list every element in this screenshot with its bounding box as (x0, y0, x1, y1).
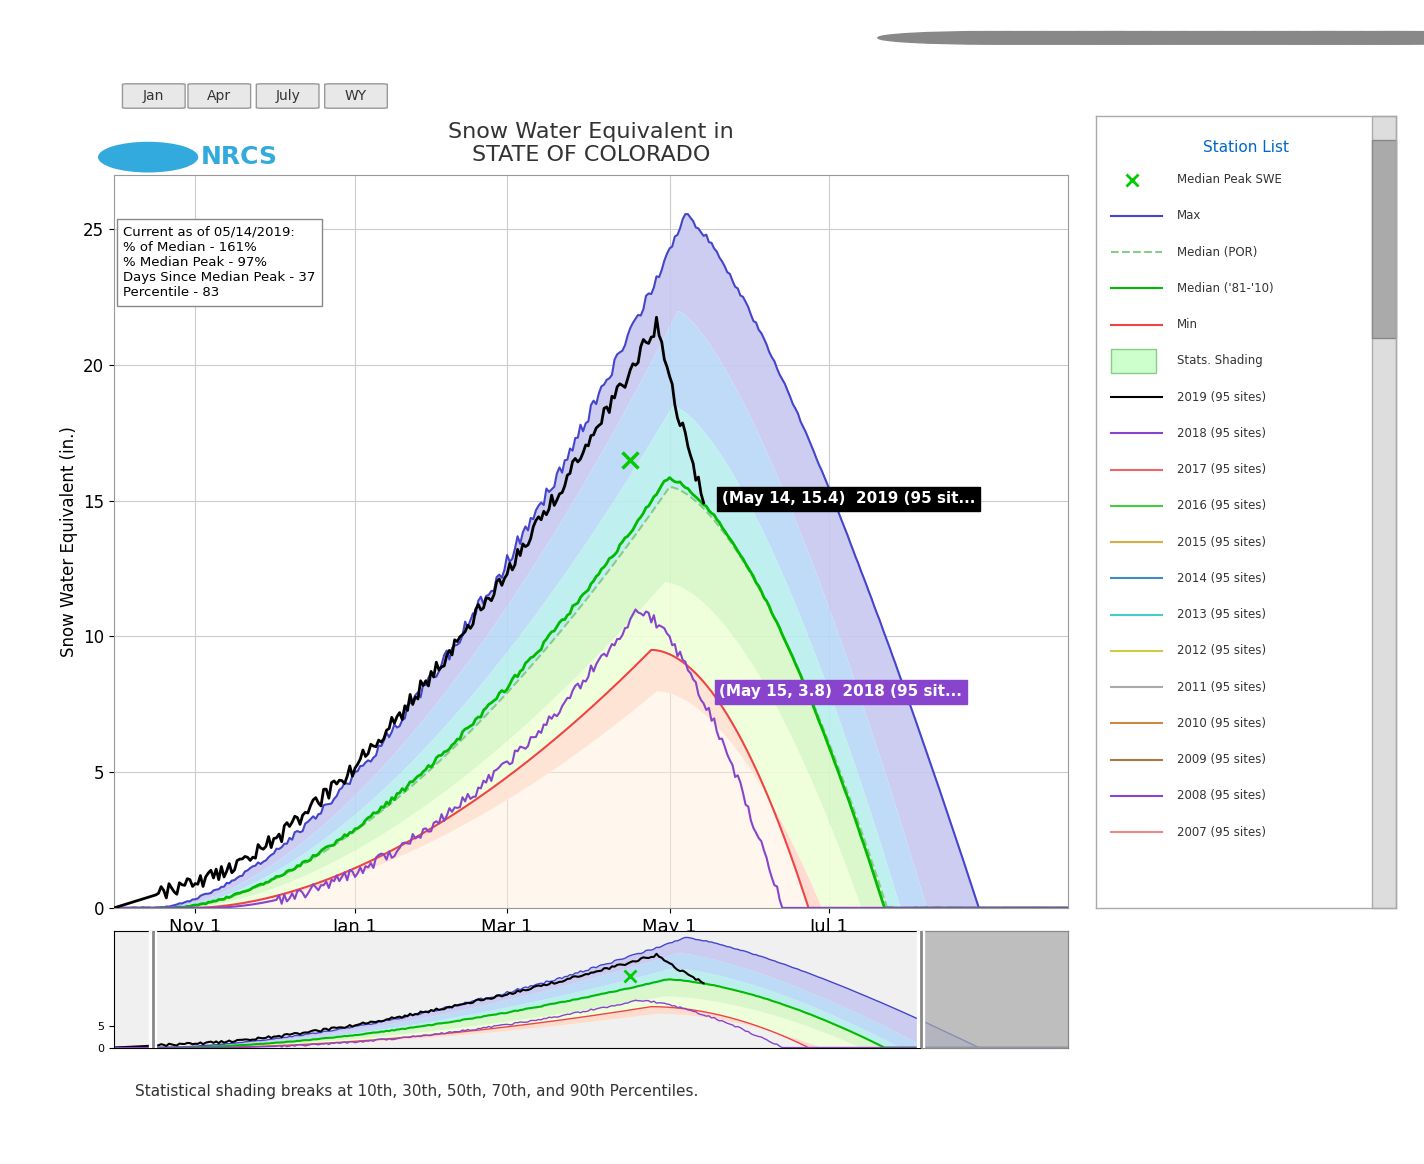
Text: 2015 (95 sites): 2015 (95 sites) (1178, 535, 1266, 548)
Text: Median (POR): Median (POR) (1178, 246, 1257, 258)
Circle shape (1091, 31, 1313, 44)
Circle shape (1266, 31, 1424, 44)
Text: NRCS: NRCS (201, 146, 278, 169)
Circle shape (914, 31, 1136, 44)
Text: Min: Min (1178, 318, 1198, 332)
Text: Apr: Apr (208, 88, 231, 104)
Text: 2011 (95 sites): 2011 (95 sites) (1178, 681, 1266, 694)
Text: 2012 (95 sites): 2012 (95 sites) (1178, 645, 1266, 658)
Text: July: July (275, 88, 300, 104)
Text: 2018 (95 sites): 2018 (95 sites) (1178, 427, 1266, 440)
Circle shape (1229, 31, 1424, 44)
FancyBboxPatch shape (122, 84, 185, 108)
Text: Statistical shading breaks at 10th, 30th, 50th, 70th, and 90th Percentiles.: Statistical shading breaks at 10th, 30th… (135, 1084, 699, 1099)
Text: (May 15, 3.8)  2018 (95 sit...: (May 15, 3.8) 2018 (95 sit... (719, 684, 963, 700)
Text: Median ('81-'10): Median ('81-'10) (1178, 282, 1274, 294)
Title: Snow Water Equivalent in
STATE OF COLORADO: Snow Water Equivalent in STATE OF COLORA… (449, 121, 733, 165)
Text: WY: WY (345, 88, 367, 104)
FancyBboxPatch shape (1111, 349, 1156, 372)
Text: 2007 (95 sites): 2007 (95 sites) (1178, 825, 1266, 838)
Text: 2017 (95 sites): 2017 (95 sites) (1178, 463, 1266, 476)
Circle shape (1294, 31, 1424, 44)
Text: 2013 (95 sites): 2013 (95 sites) (1178, 608, 1266, 622)
Circle shape (98, 142, 198, 172)
FancyBboxPatch shape (1371, 116, 1396, 908)
Circle shape (1128, 31, 1350, 44)
Y-axis label: Snow Water Equivalent (in.): Snow Water Equivalent (in.) (60, 426, 77, 656)
Text: 2009 (95 sites): 2009 (95 sites) (1178, 753, 1266, 766)
Text: Max: Max (1178, 210, 1202, 222)
FancyBboxPatch shape (325, 84, 387, 108)
Text: Current as of 05/14/2019:
% of Median - 161%
% Median Peak - 97%
Days Since Medi: Current as of 05/14/2019: % of Median - … (124, 226, 316, 299)
Text: Jan: Jan (142, 88, 165, 104)
Text: 2016 (95 sites): 2016 (95 sites) (1178, 499, 1266, 512)
Text: Station List: Station List (1203, 140, 1289, 155)
Text: 2008 (95 sites): 2008 (95 sites) (1178, 789, 1266, 802)
Circle shape (877, 31, 1099, 44)
FancyBboxPatch shape (1371, 140, 1396, 338)
Text: 2014 (95 sites): 2014 (95 sites) (1178, 572, 1266, 584)
Circle shape (1202, 31, 1424, 44)
Circle shape (1017, 31, 1239, 44)
Circle shape (1054, 31, 1276, 44)
Circle shape (1165, 31, 1387, 44)
Circle shape (988, 31, 1210, 44)
Text: Median Peak SWE: Median Peak SWE (1178, 173, 1282, 186)
FancyBboxPatch shape (188, 84, 251, 108)
Text: 2019 (95 sites): 2019 (95 sites) (1178, 391, 1266, 404)
Text: (May 14, 15.4)  2019 (95 sit...: (May 14, 15.4) 2019 (95 sit... (722, 491, 975, 506)
Text: Stats. Shading: Stats. Shading (1178, 355, 1263, 368)
FancyBboxPatch shape (256, 84, 319, 108)
Text: 2010 (95 sites): 2010 (95 sites) (1178, 717, 1266, 730)
Circle shape (951, 31, 1175, 44)
